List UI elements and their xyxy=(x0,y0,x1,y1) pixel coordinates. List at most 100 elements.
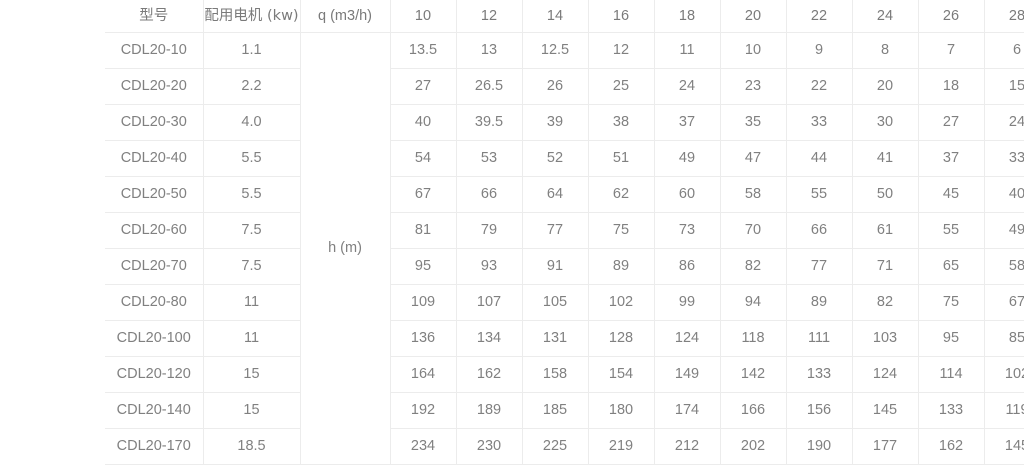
cell-head-value: 6 xyxy=(984,32,1024,69)
cell-head-value: 47 xyxy=(720,140,787,177)
cell-head-value: 23 xyxy=(720,68,787,105)
cell-head-value: 107 xyxy=(456,284,523,321)
cell-head-value: 89 xyxy=(588,248,655,285)
cell-head-value: 119 xyxy=(984,392,1024,429)
cell-head-value: 39.5 xyxy=(456,104,523,141)
cell-head-value: 52 xyxy=(522,140,589,177)
cell-head-value: 67 xyxy=(984,284,1024,321)
cell-head-value: 114 xyxy=(918,356,985,393)
cell-head-value: 27 xyxy=(918,104,985,141)
cell-head-value: 24 xyxy=(984,104,1024,141)
cell-model: CDL20-170 xyxy=(105,428,204,465)
cell-head-value: 102 xyxy=(588,284,655,321)
cell-model: CDL20-120 xyxy=(105,356,204,393)
table-row: CDL20-100 11 136 134 131 128 124 118 111 103 95 85 xyxy=(105,320,1024,357)
cell-head-value: 50 xyxy=(852,176,919,213)
cell-power: 18.5 xyxy=(203,428,301,465)
cell-head-value: 103 xyxy=(852,320,919,357)
table-row: CDL20-170 18.5 234 230 225 219 212 202 190 177 162… xyxy=(105,428,1024,465)
cell-head-value: 61 xyxy=(852,212,919,249)
cell-head-value: 7 xyxy=(918,32,985,69)
cell-head-value: 10 xyxy=(720,32,787,69)
cell-power: 2.2 xyxy=(203,68,301,105)
column-header-flow-18: 18 xyxy=(654,0,721,33)
cell-head-value: 93 xyxy=(456,248,523,285)
cell-model: CDL20-10 xyxy=(105,32,204,69)
cell-head-value: 77 xyxy=(522,212,589,249)
cell-head-value: 174 xyxy=(654,392,721,429)
cell-head-value: 145 xyxy=(984,428,1024,465)
cell-head-value: 60 xyxy=(654,176,721,213)
cell-head-value: 9 xyxy=(786,32,853,69)
cell-power: 11 xyxy=(203,320,301,357)
cell-head-value: 13.5 xyxy=(390,32,457,69)
table-body: CDL20-10 1.1 h (m) 13.5 13 12.5 12 11 10 9 8 7 6 CDL2… xyxy=(105,32,1024,465)
cell-head-value: 105 xyxy=(522,284,589,321)
table-row: CDL20-40 5.5 54 53 52 51 49 47 44 41 37 33 xyxy=(105,140,1024,177)
cell-head-value: 30 xyxy=(852,104,919,141)
cell-head-value: 158 xyxy=(522,356,589,393)
cell-head-value: 234 xyxy=(390,428,457,465)
cell-head-value: 33 xyxy=(786,104,853,141)
cell-head-value: 73 xyxy=(654,212,721,249)
cell-head-value: 145 xyxy=(852,392,919,429)
cell-model: CDL20-50 xyxy=(105,176,204,213)
cell-head-value: 51 xyxy=(588,140,655,177)
column-header-flow-28: 28 xyxy=(984,0,1024,33)
cell-head-value: 67 xyxy=(390,176,457,213)
cell-head-value: 75 xyxy=(588,212,655,249)
cell-power: 7.5 xyxy=(203,248,301,285)
cell-head-value: 149 xyxy=(654,356,721,393)
cell-head-value: 225 xyxy=(522,428,589,465)
column-header-flow-26: 26 xyxy=(918,0,985,33)
cell-head-value: 102 xyxy=(984,356,1024,393)
cell-model: CDL20-70 xyxy=(105,248,204,285)
cell-head-value: 95 xyxy=(390,248,457,285)
table-row: CDL20-50 5.5 67 66 64 62 60 58 55 50 45 40 xyxy=(105,176,1024,213)
cell-head-value: 54 xyxy=(390,140,457,177)
cell-head-value: 189 xyxy=(456,392,523,429)
cell-model: CDL20-80 xyxy=(105,284,204,321)
cell-head-value: 38 xyxy=(588,104,655,141)
cell-head-value: 12.5 xyxy=(522,32,589,69)
table-row: CDL20-80 11 109 107 105 102 99 94 89 82 75 67 xyxy=(105,284,1024,321)
cell-head-value: 177 xyxy=(852,428,919,465)
cell-model: CDL20-20 xyxy=(105,68,204,105)
cell-power: 5.5 xyxy=(203,140,301,177)
cell-head-value: 41 xyxy=(852,140,919,177)
cell-head-value: 22 xyxy=(786,68,853,105)
column-header-model: 型号 xyxy=(105,0,204,33)
table-row: CDL20-120 15 164 162 158 154 149 142 133 124 114 10… xyxy=(105,356,1024,393)
cell-power: 7.5 xyxy=(203,212,301,249)
cell-head-value: 37 xyxy=(918,140,985,177)
cell-head-value: 134 xyxy=(456,320,523,357)
column-header-flow-20: 20 xyxy=(720,0,787,33)
cell-head-value: 58 xyxy=(720,176,787,213)
cell-head-value: 142 xyxy=(720,356,787,393)
cell-head-value: 40 xyxy=(984,176,1024,213)
cell-head-value: 33 xyxy=(984,140,1024,177)
cell-head-value: 86 xyxy=(654,248,721,285)
cell-head-value: 13 xyxy=(456,32,523,69)
cell-head-value: 66 xyxy=(456,176,523,213)
cell-power: 4.0 xyxy=(203,104,301,141)
cell-head-value: 12 xyxy=(588,32,655,69)
cell-power: 15 xyxy=(203,356,301,393)
cell-power: 11 xyxy=(203,284,301,321)
cell-model: CDL20-100 xyxy=(105,320,204,357)
cell-head-value: 27 xyxy=(390,68,457,105)
cell-head-value: 26.5 xyxy=(456,68,523,105)
cell-head-value: 164 xyxy=(390,356,457,393)
cell-head-value: 230 xyxy=(456,428,523,465)
cell-head-value: 156 xyxy=(786,392,853,429)
cell-head-value: 131 xyxy=(522,320,589,357)
cell-head-value: 11 xyxy=(654,32,721,69)
cell-head-value: 133 xyxy=(918,392,985,429)
column-header-flow-22: 22 xyxy=(786,0,853,33)
table-row: CDL20-30 4.0 40 39.5 39 38 37 35 33 30 27 24 xyxy=(105,104,1024,141)
cell-head-value: 162 xyxy=(918,428,985,465)
cell-model: CDL20-60 xyxy=(105,212,204,249)
cell-head-value: 8 xyxy=(852,32,919,69)
cell-head-value: 124 xyxy=(852,356,919,393)
cell-head-value: 162 xyxy=(456,356,523,393)
